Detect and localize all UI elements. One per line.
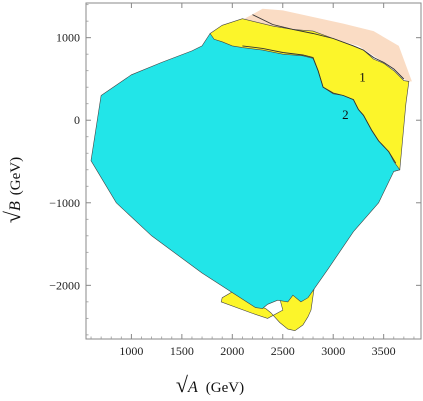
x-axis-label: √A (GeV): [176, 372, 244, 397]
y-tick-label: 0: [74, 113, 80, 127]
axis-ticks: 1000 1500 2000 2500 3000 3500 1000 0 −1000 −2000: [49, 3, 421, 358]
x-axis-root: √: [176, 372, 189, 397]
contour-label-2: 2: [342, 107, 349, 122]
y-axis-unit: (GeV): [8, 157, 24, 195]
x-axis-var: A: [187, 379, 198, 396]
y-axis-root: √: [0, 210, 25, 223]
contour-label-1: 1: [359, 69, 366, 84]
contour-2: [242, 45, 397, 164]
y-tick-label: 1000: [56, 31, 80, 45]
x-tick-label: 3500: [372, 344, 396, 358]
x-tick-label: 3000: [321, 344, 345, 358]
x-tick-label: 1500: [170, 344, 194, 358]
y-axis-var: B: [7, 201, 24, 211]
plot-frame: [85, 2, 422, 340]
x-tick-label: 2500: [271, 344, 295, 358]
y-axis-label: √B (GeV): [0, 157, 25, 223]
annotations: 12: [342, 69, 366, 122]
contour-1: [252, 14, 405, 80]
contour-lines: [242, 14, 405, 164]
x-axis-unit: (GeV): [206, 380, 244, 396]
y-tick-label: −2000: [49, 278, 80, 292]
x-tick-label: 1000: [119, 344, 143, 358]
y-tick-label: −1000: [49, 196, 80, 210]
shaded-regions: [90, 8, 412, 332]
x-tick-label: 2000: [220, 344, 244, 358]
